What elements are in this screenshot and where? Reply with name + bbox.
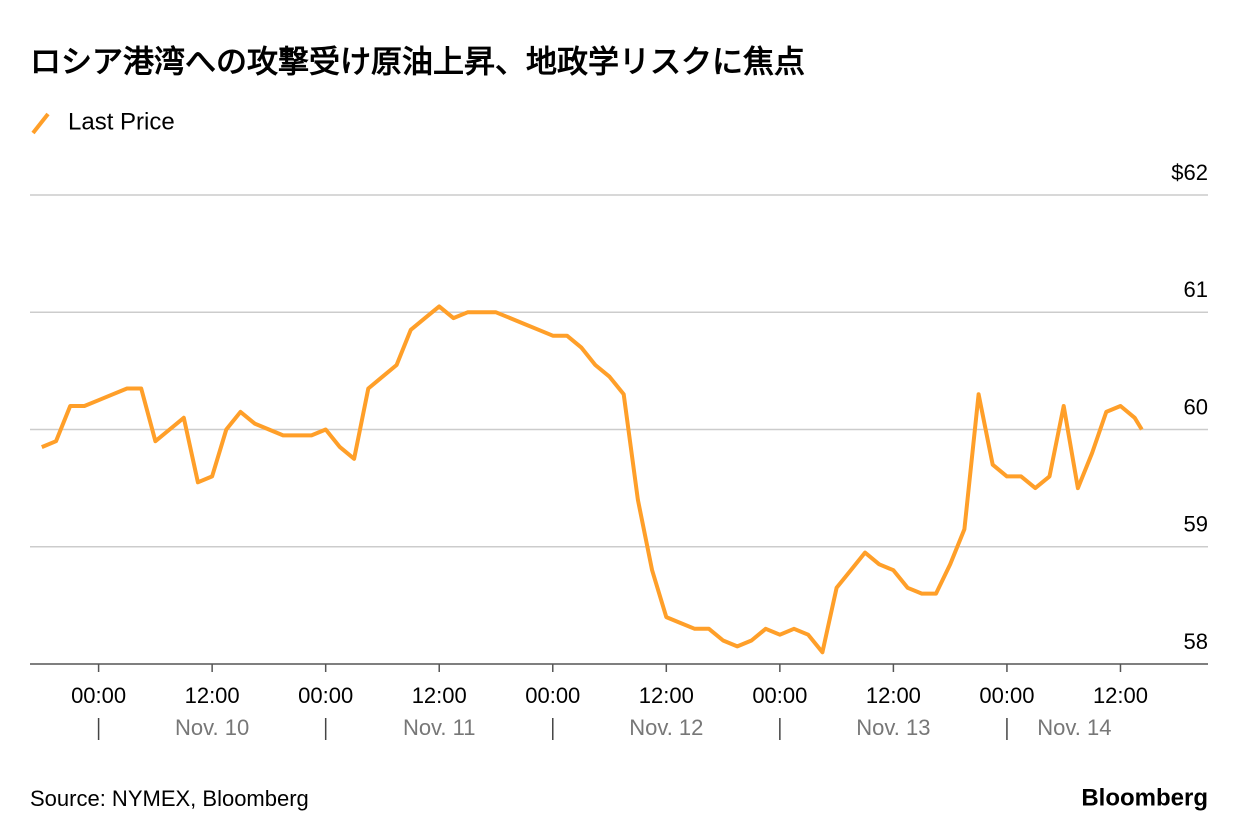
day-label: Nov. 10 xyxy=(175,715,249,740)
x-tick-label: 12:00 xyxy=(866,683,921,708)
chart-title: ロシア港湾への攻撃受け原油上昇、地政学リスクに焦点 xyxy=(30,45,805,81)
source: Source: NYMEX, Bloomberg xyxy=(30,786,309,811)
y-tick-label: 59 xyxy=(1184,512,1208,537)
x-tick-label: 00:00 xyxy=(71,683,126,708)
x-tick-label: 12:00 xyxy=(185,683,240,708)
x-tick-label: 00:00 xyxy=(525,683,580,708)
day-label: Nov. 12 xyxy=(629,715,703,740)
x-tick-label: 12:00 xyxy=(1093,683,1148,708)
price-line xyxy=(41,304,1144,655)
y-tick-label: 60 xyxy=(1184,394,1208,419)
y-tick-label: 58 xyxy=(1184,629,1208,654)
x-tick-label: 12:00 xyxy=(412,683,467,708)
x-tick-label: 00:00 xyxy=(298,683,353,708)
day-label: Nov. 13 xyxy=(856,715,930,740)
y-tick-label: 61 xyxy=(1184,277,1208,302)
legend-label: Last Price xyxy=(68,108,175,135)
day-label: Nov. 11 xyxy=(403,715,476,740)
x-tick-label: 00:00 xyxy=(752,683,807,708)
x-tick-label: 12:00 xyxy=(639,683,694,708)
legend-swatch xyxy=(31,112,50,135)
y-tick-label: $62 xyxy=(1171,160,1208,185)
brand: Bloomberg xyxy=(1081,784,1208,811)
x-tick-label: 00:00 xyxy=(979,683,1034,708)
day-label: Nov. 14 xyxy=(1037,715,1111,740)
